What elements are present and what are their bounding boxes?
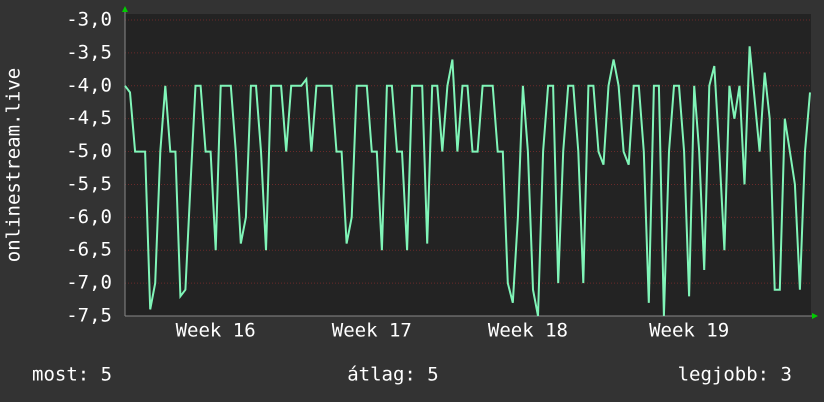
y-tick-label: -5,5 (66, 173, 112, 195)
y-tick-label: -4,5 (66, 107, 112, 129)
x-tick-label: Week 16 (176, 320, 256, 342)
y-tick-label: -7,0 (66, 272, 112, 294)
legend-stat: legjobb: 3 (678, 364, 792, 386)
plot-area (125, 14, 811, 316)
y-tick-label: -3,0 (66, 9, 112, 31)
y-tick-label: -6,0 (66, 206, 112, 228)
axis-arrow (122, 6, 128, 12)
y-tick-label: -5,0 (66, 140, 112, 162)
y-tick-label: -3,5 (66, 41, 112, 63)
x-tick-label: Week 19 (649, 320, 729, 342)
legend-stat: most: 5 (32, 364, 112, 386)
legend-stat: átlag: 5 (347, 364, 439, 386)
y-tick-label: -4,0 (66, 74, 112, 96)
y-axis-label: onlinestream.live (3, 68, 25, 262)
y-tick-label: -7,5 (66, 305, 112, 327)
y-tick-label: -6,5 (66, 239, 112, 261)
x-tick-label: Week 17 (332, 320, 412, 342)
x-tick-label: Week 18 (488, 320, 568, 342)
axis-arrow (812, 313, 818, 319)
data-line (124, 46, 811, 317)
